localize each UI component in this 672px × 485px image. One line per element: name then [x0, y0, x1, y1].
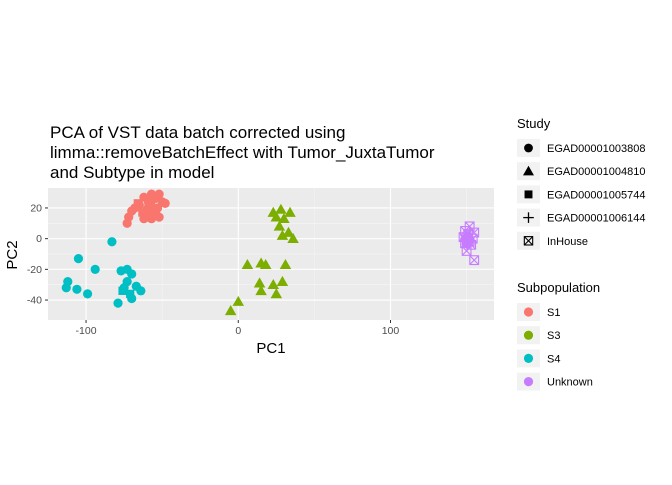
data-point [279, 258, 292, 270]
data-point [278, 212, 290, 224]
data-point [122, 218, 132, 228]
plot-panel: -100 0 100 -40 -20 0 20 [27, 188, 494, 337]
data-point [287, 232, 299, 243]
data-point [144, 200, 153, 210]
legend-study: Study EGAD00001003808 EGAD00001004810 EGAD0… [517, 116, 645, 250]
legend-label: EGAD00001005744 [547, 189, 645, 201]
y-tick-label: -20 [27, 264, 42, 276]
data-point [282, 226, 295, 237]
data-point [270, 288, 283, 299]
data-point [276, 275, 289, 286]
series-unknown [458, 221, 480, 266]
box [469, 255, 480, 266]
y-axis-label: PC2 [4, 240, 21, 269]
data-point [275, 203, 287, 214]
data-point [73, 254, 84, 264]
legend-key-color [523, 330, 534, 340]
legend-subpopulation: Subpopulation S1 S3 S4 Unknown [517, 280, 600, 391]
box [523, 236, 534, 246]
legend-label: Unknown [547, 377, 593, 389]
data-point [150, 193, 159, 202]
cross-b [523, 236, 534, 246]
data-points [61, 189, 480, 316]
data-point [232, 295, 245, 306]
legend-key-plus [523, 212, 534, 223]
cross-b [466, 240, 476, 250]
data-point [151, 206, 161, 216]
cross-b [461, 246, 472, 256]
data-point [82, 289, 93, 299]
legend-label: EGAD00001004810 [547, 166, 645, 178]
legend-label: InHouse [547, 236, 588, 248]
data-point [118, 286, 127, 295]
series-s4 [61, 237, 146, 308]
legend-key-circle [524, 143, 533, 153]
legend-key-boxcross [523, 236, 534, 246]
data-point [72, 284, 82, 294]
x-tick-label: -100 [76, 325, 97, 337]
legend-label: S3 [547, 330, 560, 342]
data-point [160, 198, 170, 208]
data-point [241, 258, 254, 270]
data-point [136, 286, 146, 296]
data-point [107, 237, 117, 247]
x-tick-label: 100 [382, 325, 400, 337]
legend-title: Study [517, 116, 551, 131]
y-tick-label: 0 [36, 233, 42, 245]
data-point [61, 283, 71, 293]
data-point [270, 211, 283, 222]
chart-title-line: PCA of VST data batch corrected using [50, 123, 345, 142]
data-point [267, 278, 280, 290]
data-point [462, 238, 472, 248]
legend-label: S1 [547, 307, 560, 319]
data-point [113, 298, 123, 308]
legend-label: EGAD00001006144 [547, 213, 645, 225]
data-point [253, 277, 266, 288]
x-axis-label: PC1 [256, 340, 285, 357]
data-point [138, 208, 147, 217]
cross-b [469, 255, 479, 265]
data-point [133, 199, 142, 208]
data-point [130, 203, 140, 213]
data-point [255, 285, 267, 296]
legend: Study EGAD00001003808 EGAD00001004810 EGAD0… [517, 116, 645, 391]
data-point [469, 255, 480, 266]
chart-title: PCA of VST data batch corrected using lim… [50, 123, 435, 182]
legend-key-color [523, 377, 534, 387]
data-point [276, 229, 289, 240]
chart-title-line: limma::removeBatchEffect with Tumor_Juxt… [50, 143, 435, 162]
legend-title: Subpopulation [517, 280, 600, 295]
legend-key-square [524, 190, 533, 199]
data-point [127, 269, 137, 279]
data-point [90, 264, 100, 274]
data-point [126, 289, 135, 299]
x-tick-label: 0 [235, 325, 241, 337]
legend-key-color [523, 353, 534, 363]
data-point [273, 220, 286, 231]
data-point [142, 213, 152, 222]
data-point [259, 258, 272, 270]
data-point [284, 206, 296, 217]
chart-title-line: and Subtype in model [50, 163, 214, 182]
legend-key-triangle [523, 165, 534, 176]
legend-key-color [523, 307, 534, 317]
y-tick-label: -40 [27, 295, 42, 307]
legend-label: S4 [547, 353, 560, 365]
data-point [116, 266, 126, 276]
y-tick-label: 20 [30, 202, 42, 214]
data-point [224, 305, 237, 316]
series-s1 [122, 189, 170, 228]
legend-label: EGAD00001003808 [547, 143, 645, 155]
series-s3 [224, 203, 299, 316]
